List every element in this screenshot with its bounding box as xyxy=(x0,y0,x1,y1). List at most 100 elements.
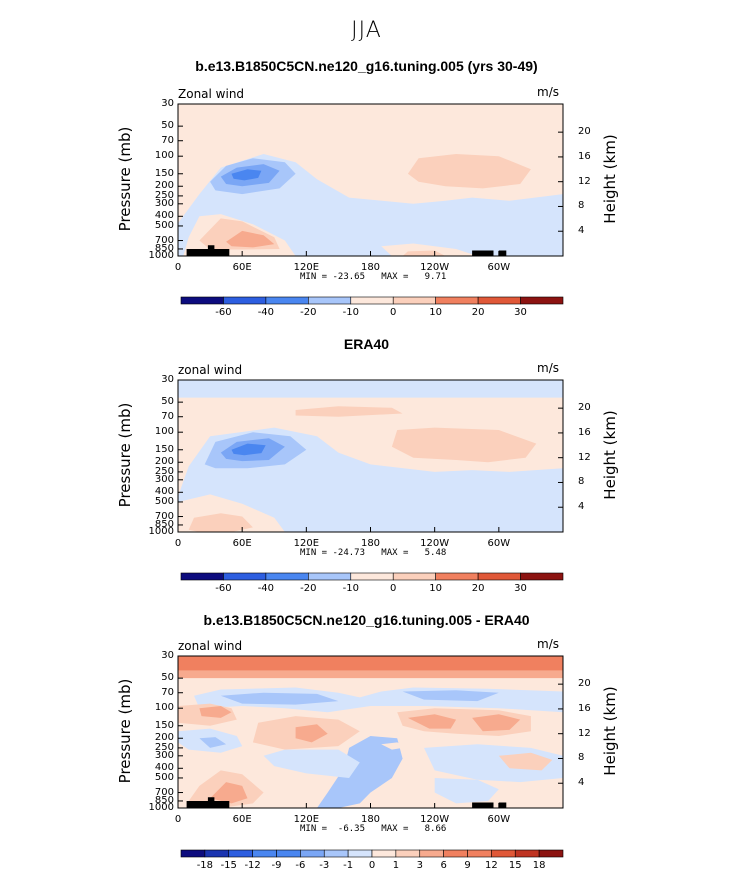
min-max-text: MIN = -6.35 MAX = 8.66 xyxy=(300,824,447,834)
x-tick-label: 0 xyxy=(174,814,182,825)
colorbar-swatch xyxy=(228,849,253,858)
y-tick-label: 250 xyxy=(154,741,174,753)
colorbar-tick-label: 1 xyxy=(392,860,400,871)
colorbar-tick-label: 30 xyxy=(514,583,527,594)
panel-variable-label: zonal wind xyxy=(178,639,243,653)
contour-region xyxy=(178,670,563,679)
panel-title: b.e13.B1850C5CN.ne120_g16.tuning.005 - E… xyxy=(203,612,530,628)
x-tick-label: 60E xyxy=(232,538,252,549)
terrain-mask xyxy=(186,797,230,808)
min-max-text: MIN = -23.65 MAX = 9.71 xyxy=(300,272,447,282)
y-axis-title: Pressure (mb) xyxy=(116,126,134,232)
colorbar-tick-label: 10 xyxy=(429,307,443,318)
y-tick-label: 700 xyxy=(154,234,174,246)
colorbar-swatch xyxy=(477,296,521,305)
y2-tick-label: 8 xyxy=(578,752,585,764)
x-tick-label: 120W xyxy=(420,262,450,273)
y-tick-label: 50 xyxy=(161,120,174,132)
y2-tick-label: 16 xyxy=(578,150,591,162)
y-axis-title: Pressure (mb) xyxy=(116,678,134,784)
terrain-mask xyxy=(186,245,230,256)
y-tick-label: 1000 xyxy=(148,250,174,261)
colorbar-swatch xyxy=(392,572,436,581)
colorbar-swatch xyxy=(223,296,267,305)
panel-variable-label: zonal wind xyxy=(178,363,243,377)
contour-plot xyxy=(177,379,564,533)
panel-title: b.e13.B1850C5CN.ne120_g16.tuning.005 (yr… xyxy=(195,58,538,74)
x-tick-label: 180 xyxy=(360,814,381,825)
colorbar-swatch xyxy=(538,849,564,858)
y-tick-label: 150 xyxy=(154,443,174,455)
colorbar-swatch xyxy=(467,849,492,858)
y2-tick-label: 4 xyxy=(578,501,585,513)
colorbar-swatch xyxy=(204,849,230,858)
contour-region xyxy=(402,690,499,702)
contour-plot xyxy=(177,655,564,809)
y2-tick-label: 12 xyxy=(578,727,591,739)
x-tick-label: 60E xyxy=(232,814,252,825)
y-tick-label: 30 xyxy=(161,650,174,661)
colorbar xyxy=(180,849,564,858)
panel-title: ERA40 xyxy=(343,336,390,352)
y-tick-label: 850 xyxy=(154,518,174,530)
x-tick-label: 60W xyxy=(487,814,511,825)
x-tick-label: 120E xyxy=(293,814,320,825)
colorbar-swatch xyxy=(252,849,277,858)
figure-title: JJA xyxy=(351,18,382,43)
y-tick-label: 30 xyxy=(161,98,174,109)
colorbar-tick-label: -60 xyxy=(215,583,232,594)
y-tick-label: 250 xyxy=(154,189,174,201)
y2-tick-label: 4 xyxy=(578,225,585,237)
contour-region xyxy=(178,380,563,398)
y2-tick-label: 20 xyxy=(578,678,591,690)
panel-variable-label: Zonal wind xyxy=(178,87,245,101)
y-tick-label: 70 xyxy=(161,410,174,422)
contour-region xyxy=(407,154,531,189)
y-tick-label: 400 xyxy=(154,210,174,222)
y-tick-label: 500 xyxy=(154,771,174,783)
colorbar-swatch xyxy=(443,849,468,858)
colorbar-swatch xyxy=(308,572,352,581)
colorbar-tick-label: 10 xyxy=(429,583,443,594)
colorbar-tick-label: 20 xyxy=(471,583,485,594)
contour-region xyxy=(434,778,499,804)
colorbar-swatch xyxy=(265,296,309,305)
colorbar-swatch xyxy=(520,296,564,305)
contour-region xyxy=(381,742,408,750)
colorbar xyxy=(180,296,564,305)
colorbar-swatch xyxy=(371,849,397,858)
x-tick-label: 120E xyxy=(293,538,320,549)
contour-region xyxy=(199,706,232,718)
contour-region xyxy=(391,427,537,463)
y2-tick-label: 16 xyxy=(578,426,591,438)
y2-tick-label: 20 xyxy=(578,126,591,138)
colorbar-tick-label: 15 xyxy=(508,860,522,871)
y2-tick-label: 16 xyxy=(578,702,591,714)
y2-axis-title: Height (km) xyxy=(601,134,619,224)
contour-region xyxy=(407,714,457,729)
y-tick-label: 850 xyxy=(154,242,174,254)
colorbar-tick-label: 30 xyxy=(514,307,527,318)
contour-region xyxy=(295,406,403,417)
colorbar-tick-label: -40 xyxy=(257,307,275,318)
colorbar-tick-label: -3 xyxy=(319,860,330,871)
colorbar-tick-label: -60 xyxy=(215,307,232,318)
colorbar-swatch xyxy=(491,849,516,858)
y-tick-label: 400 xyxy=(154,486,174,498)
terrain-mask xyxy=(498,802,507,808)
colorbar-swatch xyxy=(323,849,349,858)
contour-region xyxy=(210,782,248,804)
y-tick-label: 200 xyxy=(154,456,174,468)
colorbar-swatch xyxy=(223,572,267,581)
y-tick-label: 300 xyxy=(154,749,174,761)
x-tick-label: 180 xyxy=(360,538,381,549)
y-tick-label: 150 xyxy=(154,719,174,731)
contour-region xyxy=(381,243,478,256)
y-tick-label: 1000 xyxy=(148,526,174,537)
y-tick-label: 300 xyxy=(154,197,174,209)
x-tick-label: 180 xyxy=(360,262,381,273)
colorbar-swatch xyxy=(180,572,224,581)
y2-tick-label: 4 xyxy=(578,777,585,789)
x-tick-label: 60E xyxy=(232,262,252,273)
colorbar-swatch xyxy=(300,849,325,858)
